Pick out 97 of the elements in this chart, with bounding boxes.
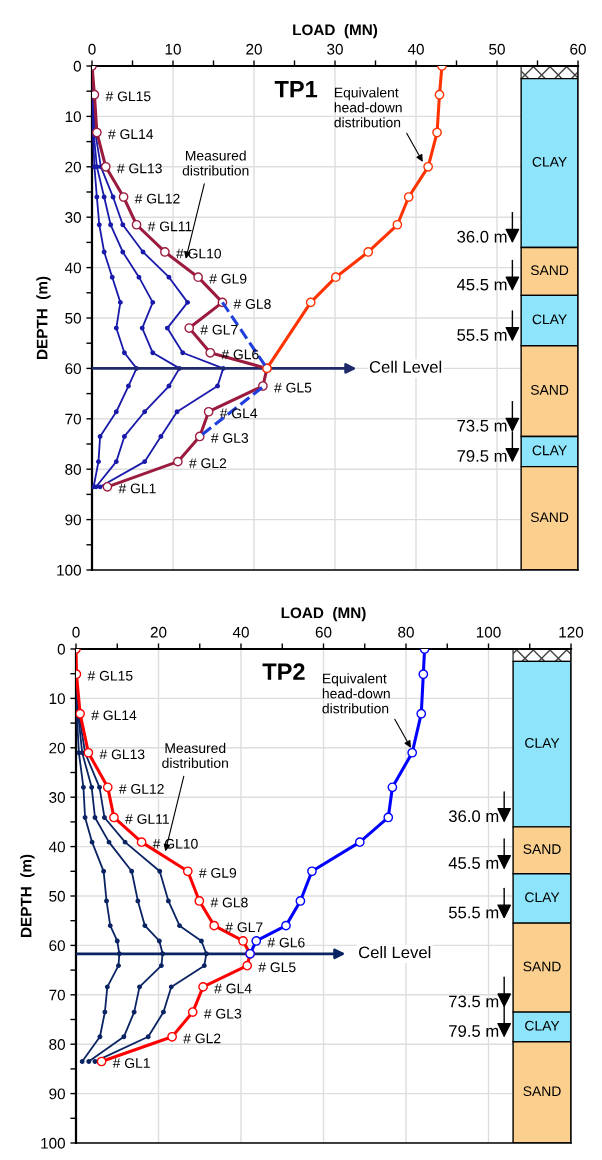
- annotation: # GL9: [209, 273, 247, 284]
- x-axis-title: LOAD (MN): [281, 607, 366, 622]
- annotation: # GL12: [118, 783, 164, 794]
- annotation: 45.5 m: [456, 278, 507, 291]
- annotation: # GL15: [105, 91, 151, 102]
- annotation: # GL8: [210, 897, 248, 908]
- annotation: 73.5 m: [457, 419, 507, 432]
- y-tick-label: 50: [65, 312, 81, 324]
- band-label: CLAY: [532, 314, 567, 325]
- annotation: Equivalent head-down distribution: [334, 87, 402, 128]
- annotation: # GL13: [116, 163, 162, 174]
- y-tick-label: 70: [49, 989, 65, 1001]
- x-tick-label: 50: [489, 43, 505, 55]
- y-axis-title: DEPTH (m): [20, 854, 35, 937]
- x-tick-label: 60: [315, 626, 332, 638]
- y-tick-label: 20: [65, 161, 81, 173]
- annotation: # GL5: [274, 382, 312, 393]
- band-label: CLAY: [525, 892, 560, 903]
- band-label: CLAY: [525, 1020, 560, 1031]
- annotation: # GL6: [267, 937, 305, 948]
- band-label: SAND: [523, 1086, 561, 1097]
- y-tick-label: 20: [49, 742, 65, 754]
- band-label: SAND: [530, 512, 569, 523]
- annotation: # GL8: [233, 299, 271, 309]
- annotation: Measured distribution: [162, 742, 228, 768]
- annotation: Equivalent head-down distribution: [322, 673, 390, 714]
- annotation: # GL14: [108, 129, 154, 140]
- x-tick-label: 30: [327, 43, 343, 55]
- band-label: SAND: [530, 265, 569, 276]
- annotation: # GL3: [203, 1008, 242, 1019]
- chart-title: TP2: [262, 663, 305, 680]
- y-tick-label: 90: [65, 514, 81, 526]
- x-tick-label: 20: [246, 43, 262, 55]
- x-tick-label: 10: [165, 43, 181, 55]
- y-tick-label: 30: [65, 212, 81, 223]
- y-tick-label: 100: [41, 1137, 65, 1149]
- annotation: # GL11: [147, 221, 192, 232]
- annotation: # GL11: [125, 814, 169, 824]
- y-tick-label: 40: [64, 262, 81, 274]
- annotation: # GL4: [214, 983, 252, 994]
- annotation: 36.0 m: [448, 810, 499, 823]
- annotation: # GL7: [200, 324, 238, 335]
- x-tick-label: 80: [398, 626, 414, 638]
- annotation: 73.5 m: [449, 995, 499, 1008]
- x-tick-label: 0: [88, 43, 96, 55]
- band-label: CLAY: [532, 445, 567, 456]
- y-tick-label: 60: [65, 363, 81, 375]
- annotation: # GL12: [134, 193, 180, 204]
- y-tick-label: 10: [65, 111, 81, 123]
- y-tick-label: 0: [57, 643, 65, 655]
- y-tick-label: 80: [65, 464, 81, 475]
- annotation: 79.5 m: [449, 1025, 499, 1037]
- annotation: 55.5 m: [457, 329, 507, 341]
- y-tick-label: 70: [65, 413, 81, 425]
- annotation: # GL7: [225, 922, 263, 933]
- annotation: # GL13: [99, 749, 145, 760]
- ref-line-label: Cell Level: [359, 946, 431, 959]
- annotation: # GL4: [219, 408, 258, 419]
- ref-line-label: Cell Level: [369, 360, 442, 373]
- annotation: 79.5 m: [457, 450, 507, 462]
- y-tick-label: 10: [49, 693, 65, 705]
- y-tick-label: 100: [57, 564, 81, 576]
- y-tick-label: 80: [49, 1039, 65, 1050]
- x-tick-label: 100: [476, 626, 501, 638]
- annotation: # GL15: [87, 670, 133, 681]
- annotation: # GL5: [258, 962, 296, 973]
- x-tick-label: 60: [570, 43, 586, 55]
- band-label: CLAY: [532, 156, 567, 167]
- annotation: 45.5 m: [448, 857, 499, 869]
- annotation: # GL14: [91, 710, 137, 721]
- x-axis-title: LOAD (MN): [293, 24, 378, 39]
- band-label: SAND: [523, 844, 561, 855]
- band-label: SAND: [530, 384, 569, 395]
- annotation: # GL9: [198, 867, 237, 878]
- y-tick-label: 0: [73, 60, 81, 72]
- annotation: 36.0 m: [457, 230, 507, 243]
- annotation: Measured distribution: [182, 150, 249, 176]
- annotation: # GL1: [112, 1058, 150, 1068]
- band-label: SAND: [523, 961, 561, 972]
- y-tick-label: 60: [49, 940, 65, 952]
- annotation: # GL2: [189, 458, 227, 469]
- annotation: # GL2: [183, 1033, 221, 1044]
- annotation: 55.5 m: [448, 906, 499, 919]
- y-tick-label: 30: [49, 792, 65, 803]
- band-label: CLAY: [525, 737, 560, 748]
- x-tick-label: 20: [150, 626, 167, 638]
- annotation: # GL10: [176, 248, 222, 259]
- annotation: # GL3: [210, 433, 249, 443]
- y-tick-label: 50: [49, 890, 65, 902]
- x-tick-label: 40: [232, 626, 249, 638]
- y-axis-title: DEPTH (m): [36, 276, 51, 359]
- y-tick-label: 90: [49, 1088, 65, 1100]
- y-tick-label: 40: [48, 841, 65, 853]
- x-tick-label: 120: [559, 626, 584, 638]
- x-tick-label: 40: [407, 43, 424, 55]
- annotation: # GL1: [118, 483, 156, 494]
- chart-title: TP1: [274, 81, 318, 98]
